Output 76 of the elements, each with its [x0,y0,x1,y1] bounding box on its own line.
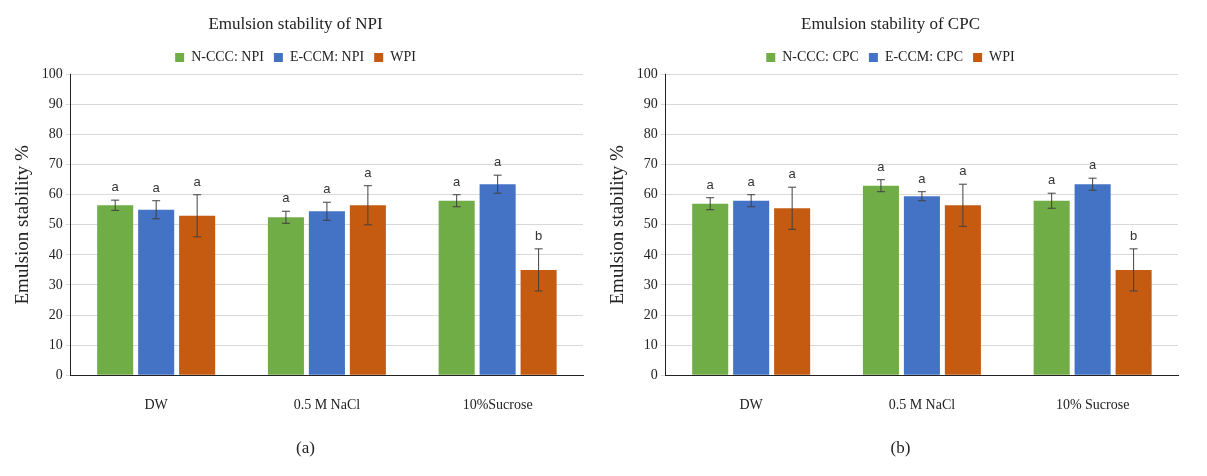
chart-title: Emulsion stability of CPC [801,13,980,33]
data-label: a [364,164,373,180]
bar [944,205,981,375]
data-label: a [282,190,291,206]
y-tick-label: 30 [48,276,63,292]
text: (b) [890,438,911,458]
data-label: b [1129,227,1138,243]
bar [1115,269,1152,375]
data-label: a [152,179,161,195]
y-tick-label: 40 [643,246,658,262]
data-label: a [1048,172,1057,188]
data-label: a [1089,157,1098,173]
legend-label: N-CCC: NPI [191,49,265,65]
y-tick-label: 100 [636,66,658,82]
bar [862,185,899,375]
bar [267,217,304,375]
data-label: a [747,173,756,189]
data-label: b [534,227,543,243]
x-tick-label: 0.5 M NaCl [293,397,361,413]
bar [903,196,940,375]
data-label: a [453,173,462,189]
bar [438,200,475,375]
bar [692,203,729,375]
y-tick-label: 80 [643,126,658,142]
bar [138,209,175,375]
data-label: a [788,166,797,182]
data-label: a [706,176,715,192]
y-tick-label: 50 [48,216,63,232]
bar [1033,200,1070,375]
x-tick-label: DW [739,397,764,413]
bar [520,269,557,375]
data-label: a [111,179,120,195]
y-tick-label: 70 [643,156,658,172]
bar [479,184,516,375]
legend-label: WPI [390,49,417,65]
y-tick-label: 70 [48,156,63,172]
data-label: a [323,181,332,197]
y-tick-label: 30 [643,276,658,292]
y-axis-title: Emulsion stability % [11,144,33,305]
chart-title: Emulsion stability of NPI [208,13,383,33]
data-label: a [193,173,202,189]
y-tick-label: 90 [643,96,658,112]
legend-label: E-CCM: NPI [289,49,365,65]
y-tick-label: 90 [48,96,63,112]
y-tick-label: 60 [48,186,63,202]
y-tick-label: 0 [55,366,63,382]
y-tick-label: 10 [48,336,63,352]
x-tick-label: 10%Sucrose [462,397,533,413]
y-tick-label: 20 [643,306,658,322]
data-label: a [918,170,927,186]
legend-label: WPI [989,49,1016,65]
bar [733,200,770,375]
bar [349,205,386,375]
y-tick-label: 50 [643,216,658,232]
x-tick-label: 0.5 M NaCl [888,397,956,413]
text: (a) [296,438,315,458]
bar [308,211,345,375]
y-axis-title: Emulsion stability % [606,144,628,305]
y-tick-label: 10 [643,336,658,352]
data-label: a [959,163,968,179]
legend-label: N-CCC: CPC [782,49,859,65]
x-tick-label: DW [144,397,169,413]
data-label: a [494,154,503,170]
bar [97,205,134,375]
bar [1074,184,1111,375]
y-tick-label: 80 [48,126,63,142]
legend-label: E-CCM: CPC [884,49,964,65]
y-tick-label: 40 [48,246,63,262]
bar [179,215,216,375]
bar [774,208,811,375]
data-label: a [877,158,886,174]
y-tick-label: 60 [643,186,658,202]
y-tick-label: 0 [650,366,658,382]
x-tick-label: 10% Sucrose [1055,397,1130,413]
y-tick-label: 20 [48,306,63,322]
y-tick-label: 100 [41,66,63,82]
